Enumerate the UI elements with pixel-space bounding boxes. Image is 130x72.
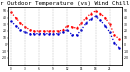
Title: Milwaukee Weather Outdoor Temperature (vs) Wind Chill (Last 24 Hours): Milwaukee Weather Outdoor Temperature (v… bbox=[0, 1, 130, 6]
